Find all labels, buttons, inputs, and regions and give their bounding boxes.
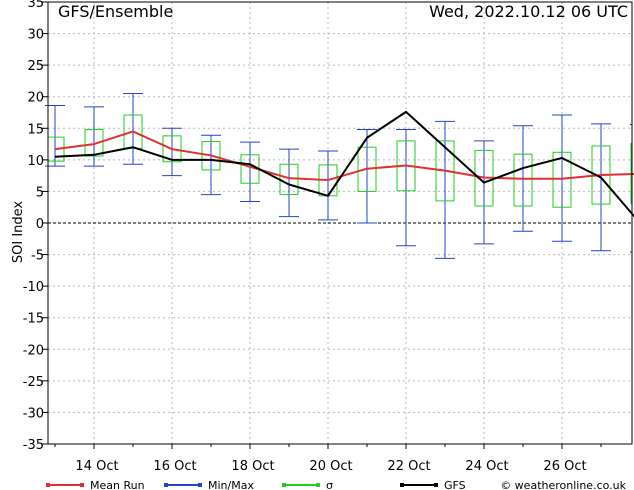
- chart-title: GFS/Ensemble: [58, 2, 173, 21]
- y-tick-label: 30: [27, 28, 44, 43]
- legend-label: Mean Run: [90, 479, 145, 490]
- x-tick-label: 20 Oct: [309, 459, 352, 474]
- legend-label: σ: [326, 479, 333, 490]
- y-tick-label: -20: [23, 343, 44, 358]
- y-axis-label: SOI Index: [11, 201, 26, 264]
- x-tick-label: 16 Oct: [153, 459, 196, 474]
- y-tick-label: 25: [27, 59, 44, 74]
- legend-marker: [316, 483, 320, 487]
- legend: Mean Run Min/Max σ GFS: [46, 479, 466, 490]
- x-axis-ticks: 14 Oct 16 Oct 18 Oct 20 Oct 22 Oct 24 Oct 26 O…: [54, 444, 602, 474]
- sigma-box: [201, 141, 221, 171]
- series-lines: [54, 110, 634, 218]
- y-tick-label: -15: [23, 312, 44, 327]
- legend-label: GFS: [444, 479, 466, 490]
- y-axis-ticks: -35 -30 -25 -20 -15 -10 -5 0 5 10 15 20 25 30 35: [23, 0, 48, 453]
- y-tick-label: 35: [27, 0, 44, 11]
- credit-text: © weatheronline.co.uk: [500, 479, 626, 490]
- y-tick-label: 10: [27, 154, 44, 169]
- y-tick-label: -25: [23, 375, 44, 390]
- y-tick-label: -30: [23, 406, 44, 421]
- sigma-box: [162, 135, 182, 163]
- sigma-box: [513, 153, 533, 207]
- chart-timestamp: Wed, 2022.10.12 06 UTC: [429, 2, 628, 21]
- mean-run-line: [54, 130, 634, 182]
- legend-marker: [198, 483, 202, 487]
- x-tick-label: 14 Oct: [75, 459, 118, 474]
- legend-marker: [400, 483, 404, 487]
- sigma-box: [123, 114, 143, 149]
- sigma-box: [84, 129, 104, 157]
- y-tick-label: 5: [36, 185, 44, 200]
- y-tick-label: 0: [36, 217, 44, 232]
- x-tick-label: 26 Oct: [543, 459, 586, 474]
- legend-marker: [80, 483, 84, 487]
- sigma-box: [435, 140, 455, 202]
- legend-label: Min/Max: [208, 479, 254, 490]
- y-tick-label: -35: [23, 438, 44, 453]
- y-tick-label: 15: [27, 122, 44, 137]
- gfs-line: [54, 110, 634, 218]
- y-tick-label: -5: [31, 249, 44, 264]
- y-tick-label: -10: [23, 280, 44, 295]
- x-tick-label: 22 Oct: [387, 459, 430, 474]
- legend-marker: [164, 483, 168, 487]
- sigma-box: [357, 146, 377, 192]
- y-tick-label: 20: [27, 91, 44, 106]
- x-tick-label: 18 Oct: [231, 459, 274, 474]
- x-tick-label: 24 Oct: [465, 459, 508, 474]
- legend-marker: [46, 483, 50, 487]
- legend-marker: [434, 483, 438, 487]
- legend-marker: [282, 483, 286, 487]
